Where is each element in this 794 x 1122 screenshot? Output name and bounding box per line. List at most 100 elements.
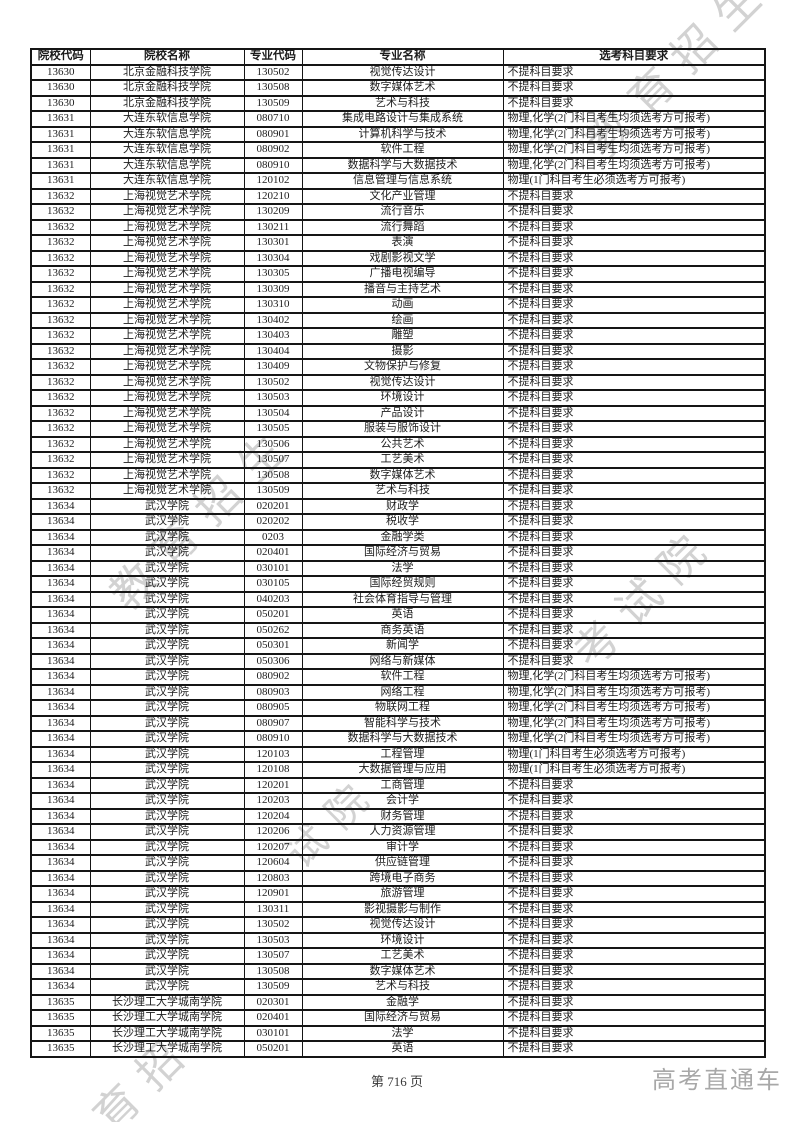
cell-requirement: 不提科目要求 xyxy=(502,63,766,81)
cell-college-name: 武汉学院 xyxy=(89,838,245,856)
cell-major-name: 数字媒体艺术 xyxy=(301,962,504,980)
cell-major-name: 税收学 xyxy=(301,513,504,531)
cell-requirement: 物理,化学(2门科目考生均须选考方可报考) xyxy=(502,110,766,128)
cell-college-name: 武汉学院 xyxy=(89,854,245,872)
cell-college-name: 武汉学院 xyxy=(89,668,245,686)
cell-major-name: 服装与服饰设计 xyxy=(301,420,504,438)
table-row: 13634 武汉学院 050306 网络与新媒体 不提科目要求 xyxy=(30,652,766,670)
cell-requirement: 不提科目要求 xyxy=(502,482,766,500)
cell-major-code: 120103 xyxy=(243,745,303,763)
cell-college-name: 武汉学院 xyxy=(89,528,245,546)
cell-major-code: 130507 xyxy=(243,451,303,469)
table-row: 13634 武汉学院 120207 审计学 不提科目要求 xyxy=(30,838,766,856)
cell-college-code: 13634 xyxy=(30,652,91,670)
cell-college-name: 上海视觉艺术学院 xyxy=(89,296,245,314)
cell-major-name: 大数据管理与应用 xyxy=(301,761,504,779)
cell-college-name: 武汉学院 xyxy=(89,714,245,732)
cell-college-code: 13634 xyxy=(30,978,91,996)
cell-requirement: 不提科目要求 xyxy=(502,807,766,825)
cell-requirement: 物理,化学(2门科目考生均须选考方可报考) xyxy=(502,714,766,732)
cell-requirement: 不提科目要求 xyxy=(502,637,766,655)
table-row: 13635 长沙理工大学城南学院 050201 英语 不提科目要求 xyxy=(30,1040,766,1058)
cell-college-code: 13632 xyxy=(30,342,91,360)
cell-college-name: 武汉学院 xyxy=(89,575,245,593)
table-row: 13634 武汉学院 0203 金融学类 不提科目要求 xyxy=(30,528,766,546)
cell-major-name: 会计学 xyxy=(301,792,504,810)
page-number: 第 716 页 xyxy=(370,1074,423,1089)
cell-requirement: 不提科目要求 xyxy=(502,358,766,376)
cell-major-code: 020401 xyxy=(243,1009,303,1027)
cell-college-name: 武汉学院 xyxy=(89,652,245,670)
cell-major-code: 130309 xyxy=(243,280,303,298)
cell-major-name: 计算机科学与技术 xyxy=(301,125,504,143)
cell-college-code: 13632 xyxy=(30,234,91,252)
header-major-code: 专业代码 xyxy=(243,48,303,66)
cell-college-code: 13634 xyxy=(30,497,91,515)
table-row: 13631 大连东软信息学院 080902 软件工程 物理,化学(2门科目考生均须选考方… xyxy=(30,141,766,159)
table-row: 13634 武汉学院 120108 大数据管理与应用 物理(1门科目考生必须选考方可报考… xyxy=(30,761,766,779)
cell-requirement: 不提科目要求 xyxy=(502,962,766,980)
table-row: 13632 上海视觉艺术学院 130403 雕塑 不提科目要求 xyxy=(30,327,766,345)
cell-requirement: 不提科目要求 xyxy=(502,1024,766,1042)
cell-college-name: 武汉学院 xyxy=(89,900,245,918)
cell-major-code: 080905 xyxy=(243,699,303,717)
cell-major-name: 供应链管理 xyxy=(301,854,504,872)
table-row: 13631 大连东软信息学院 120102 信息管理与信息系统 物理(1门科目考生必须选… xyxy=(30,172,766,190)
cell-major-code: 030101 xyxy=(243,559,303,577)
cell-major-code: 080910 xyxy=(243,156,303,174)
cell-college-code: 13634 xyxy=(30,962,91,980)
cell-college-code: 13631 xyxy=(30,125,91,143)
cell-major-name: 广播电视编导 xyxy=(301,265,504,283)
cell-college-name: 上海视觉艺术学院 xyxy=(89,218,245,236)
cell-college-name: 武汉学院 xyxy=(89,776,245,794)
cell-requirement: 不提科目要求 xyxy=(502,776,766,794)
table-row: 13634 武汉学院 050201 英语 不提科目要求 xyxy=(30,606,766,624)
cell-major-code: 130305 xyxy=(243,265,303,283)
cell-requirement: 物理,化学(2门科目考生均须选考方可报考) xyxy=(502,730,766,748)
table-row: 13631 大连东软信息学院 080910 数据科学与大数据技术 物理,化学(2门科目考… xyxy=(30,156,766,174)
cell-major-code: 020301 xyxy=(243,993,303,1011)
cell-major-name: 视觉传达设计 xyxy=(301,63,504,81)
cell-major-code: 120204 xyxy=(243,807,303,825)
cell-requirement: 物理(1门科目考生必须选考方可报考) xyxy=(502,172,766,190)
cell-major-name: 环境设计 xyxy=(301,389,504,407)
table-row: 13634 武汉学院 050262 商务英语 不提科目要求 xyxy=(30,621,766,639)
cell-college-code: 13632 xyxy=(30,218,91,236)
cell-college-name: 武汉学院 xyxy=(89,792,245,810)
cell-requirement: 物理,化学(2门科目考生均须选考方可报考) xyxy=(502,156,766,174)
table-row: 13634 武汉学院 020401 国际经济与贸易 不提科目要求 xyxy=(30,544,766,562)
table-row: 13632 上海视觉艺术学院 130209 流行音乐 不提科目要求 xyxy=(30,203,766,221)
cell-major-code: 130509 xyxy=(243,482,303,500)
table-row: 13634 武汉学院 080910 数据科学与大数据技术 物理,化学(2门科目考生均须选… xyxy=(30,730,766,748)
table-row: 13632 上海视觉艺术学院 130507 工艺美术 不提科目要求 xyxy=(30,451,766,469)
cell-major-code: 120203 xyxy=(243,792,303,810)
table-row: 13634 武汉学院 080902 软件工程 物理,化学(2门科目考生均须选考方可报考) xyxy=(30,668,766,686)
cell-college-name: 武汉学院 xyxy=(89,497,245,515)
cell-requirement: 不提科目要求 xyxy=(502,823,766,841)
cell-major-code: 130304 xyxy=(243,249,303,267)
cell-college-name: 武汉学院 xyxy=(89,761,245,779)
cell-college-code: 13634 xyxy=(30,637,91,655)
cell-college-name: 上海视觉艺术学院 xyxy=(89,265,245,283)
table-row: 13634 武汉学院 040203 社会体育指导与管理 不提科目要求 xyxy=(30,590,766,608)
cell-requirement: 不提科目要求 xyxy=(502,978,766,996)
cell-major-name: 国际经贸规则 xyxy=(301,575,504,593)
cell-requirement: 不提科目要求 xyxy=(502,544,766,562)
table-row: 13635 长沙理工大学城南学院 030101 法学 不提科目要求 xyxy=(30,1024,766,1042)
cell-college-code: 13632 xyxy=(30,466,91,484)
table-row: 13631 大连东软信息学院 080710 集成电路设计与集成系统 物理,化学(2门科目… xyxy=(30,110,766,128)
cell-major-name: 法学 xyxy=(301,1024,504,1042)
table-row: 13634 武汉学院 130503 环境设计 不提科目要求 xyxy=(30,931,766,949)
table-row: 13634 武汉学院 030101 法学 不提科目要求 xyxy=(30,559,766,577)
cell-college-code: 13630 xyxy=(30,94,91,112)
table-row: 13632 上海视觉艺术学院 130305 广播电视编导 不提科目要求 xyxy=(30,265,766,283)
cell-requirement: 不提科目要求 xyxy=(502,203,766,221)
cell-college-name: 上海视觉艺术学院 xyxy=(89,187,245,205)
cell-major-code: 120206 xyxy=(243,823,303,841)
table-row: 13634 武汉学院 120203 会计学 不提科目要求 xyxy=(30,792,766,810)
cell-college-code: 13632 xyxy=(30,358,91,376)
cell-college-code: 13634 xyxy=(30,931,91,949)
cell-college-code: 13632 xyxy=(30,280,91,298)
cell-major-name: 文物保护与修复 xyxy=(301,358,504,376)
cell-requirement: 物理,化学(2门科目考生均须选考方可报考) xyxy=(502,668,766,686)
